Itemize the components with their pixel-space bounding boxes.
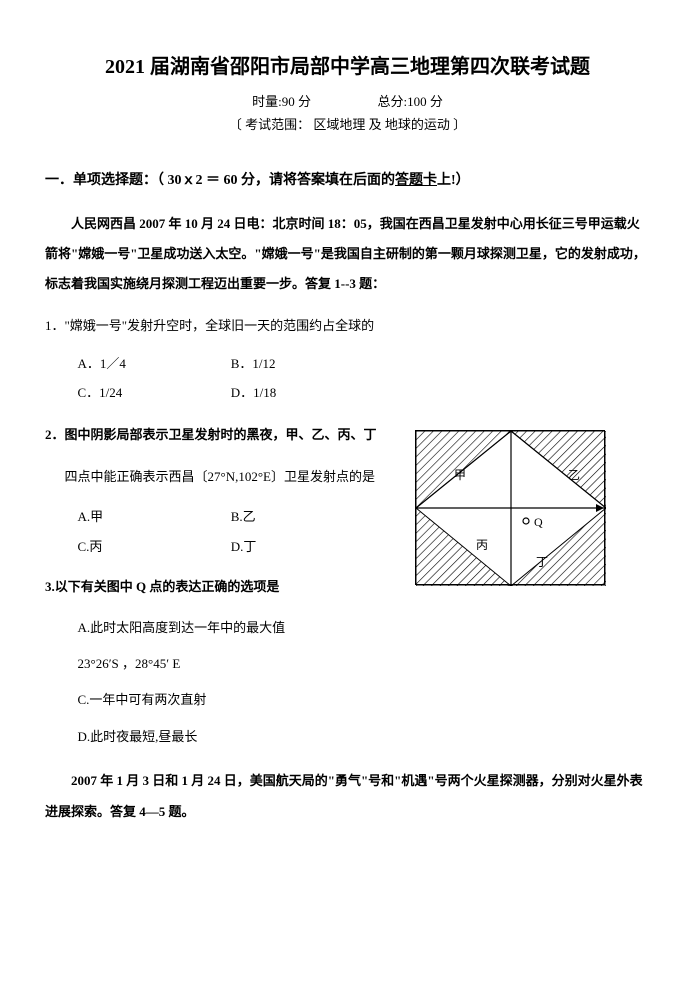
q1-text: 1．"嫦娥一号"发射升空时，全球旧一天的范围约占全球的 [45,311,650,341]
q2-line2: 四点中能正确表示西昌〔27°N,102°E〕卫星发射点的是 [45,460,445,494]
q1-opt-c: C．1/24 [78,378,228,408]
q1-opt-a: A．1／4 [78,349,228,379]
label-yi: 乙 [568,468,580,482]
q1-opt-d: D．1/18 [231,378,381,408]
q-label: Q [534,515,543,529]
question-3: 3.以下有关图中 Q 点的表达正确的选项是 A.此时太阳高度到达一年中的最大值 … [45,572,650,755]
label-jia: 甲 [454,468,466,482]
time-label: 时量:90 分 [252,94,311,109]
section-1-header: 一．单项选择题：（ 30ｘ2 ＝ 60 分，请将答案填在后面的答题卡上!） [45,169,650,189]
q3-opt-b: 23°26′S ，28°45′ E [78,646,651,682]
exam-title: 2021 届湖南省邵阳市局部中学高三地理第四次联考试题 [45,50,650,79]
section-header-post: 上!） [437,173,470,188]
q2-line1: 2．图中阴影局部表示卫星发射时的黑夜，甲、乙、丙、丁 [45,418,445,452]
label-ding: 丁 [536,555,548,569]
label-bing: 丙 [476,538,488,552]
q3-opt-c: C.一年中可有两次直射 [78,682,651,718]
intro-paragraph: 人民网西昌 2007 年 10 月 24 日电：北京时间 18：05，我国在西昌… [45,209,650,299]
q4-5-intro: 2007 年 1 月 3 日和 1 月 24 日，美国航天局的"勇气"号和"机遇… [45,765,650,827]
exam-scope: 〔 考试范围： 区域地理 及 地球的运动 〕 [45,114,650,133]
section-header-pre: 一．单项选择题：（ 30ｘ2 ＝ 60 分，请将答案填在后面的 [45,173,395,188]
section-header-underline: 答题卡 [395,173,437,188]
score-label: 总分:100 分 [378,94,443,109]
q2-opt-d: D.丁 [231,532,381,562]
q2-opt-b: B.乙 [231,502,381,532]
q2-opt-c: C.丙 [78,532,228,562]
q3-opt-d: D.此时夜最短,昼最长 [78,719,651,755]
q2-opt-a: A.甲 [78,502,228,532]
q1-opt-b: B．1/12 [231,349,381,379]
question-1: 1．"嫦娥一号"发射升空时，全球旧一天的范围约占全球的 A．1／4 B．1/12… [45,311,650,409]
q3-opt-a: A.此时太阳高度到达一年中的最大值 [78,610,651,646]
day-night-diagram: Q 甲 乙 丙 丁 [415,430,605,585]
